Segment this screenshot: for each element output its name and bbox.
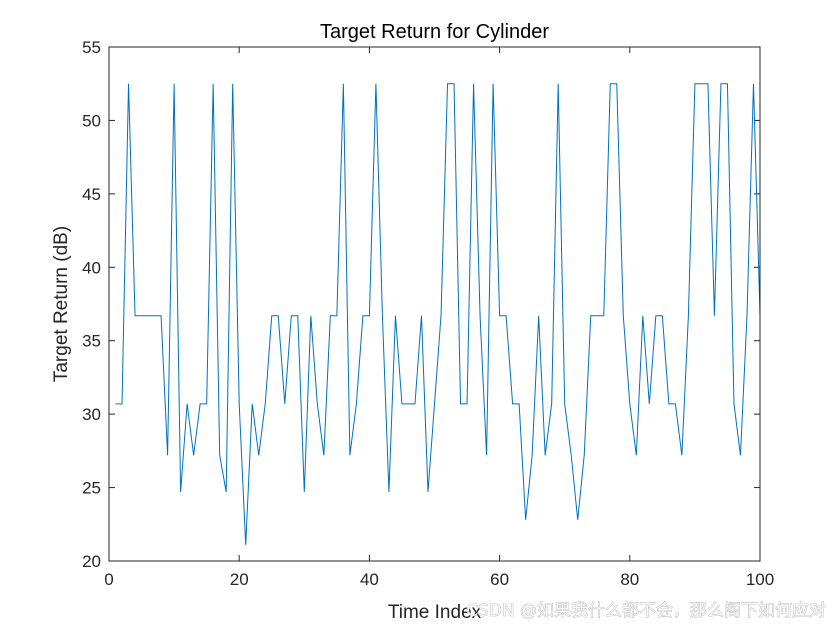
x-tick-label: 20 [230, 570, 249, 589]
axes-box [108, 46, 761, 562]
x-tick-label: 60 [490, 570, 509, 589]
y-tick-label: 50 [82, 111, 101, 130]
y-axis-label: Target Return (dB) [51, 226, 72, 382]
x-axis-label: Time Index [388, 602, 482, 623]
y-tick-label: 40 [82, 258, 101, 277]
y-tick-label: 55 [82, 38, 101, 57]
y-tick-label: 20 [82, 552, 101, 571]
watermark: CSDN @如果我什么都不会，那么阁下如何应对 [466, 601, 826, 621]
series-line [115, 83, 761, 545]
x-tick-label: 0 [104, 570, 113, 589]
x-tick-label: 40 [360, 570, 379, 589]
chart-title: Target Return for Cylinder [320, 21, 549, 43]
y-tick-label: 25 [82, 479, 101, 498]
x-tick-label: 80 [620, 570, 639, 589]
y-tick-label: 30 [82, 405, 101, 424]
x-tick-label: 100 [746, 570, 774, 589]
y-tick-label: 45 [82, 185, 101, 204]
plot-area [109, 47, 760, 561]
y-tick-label: 35 [82, 332, 101, 351]
